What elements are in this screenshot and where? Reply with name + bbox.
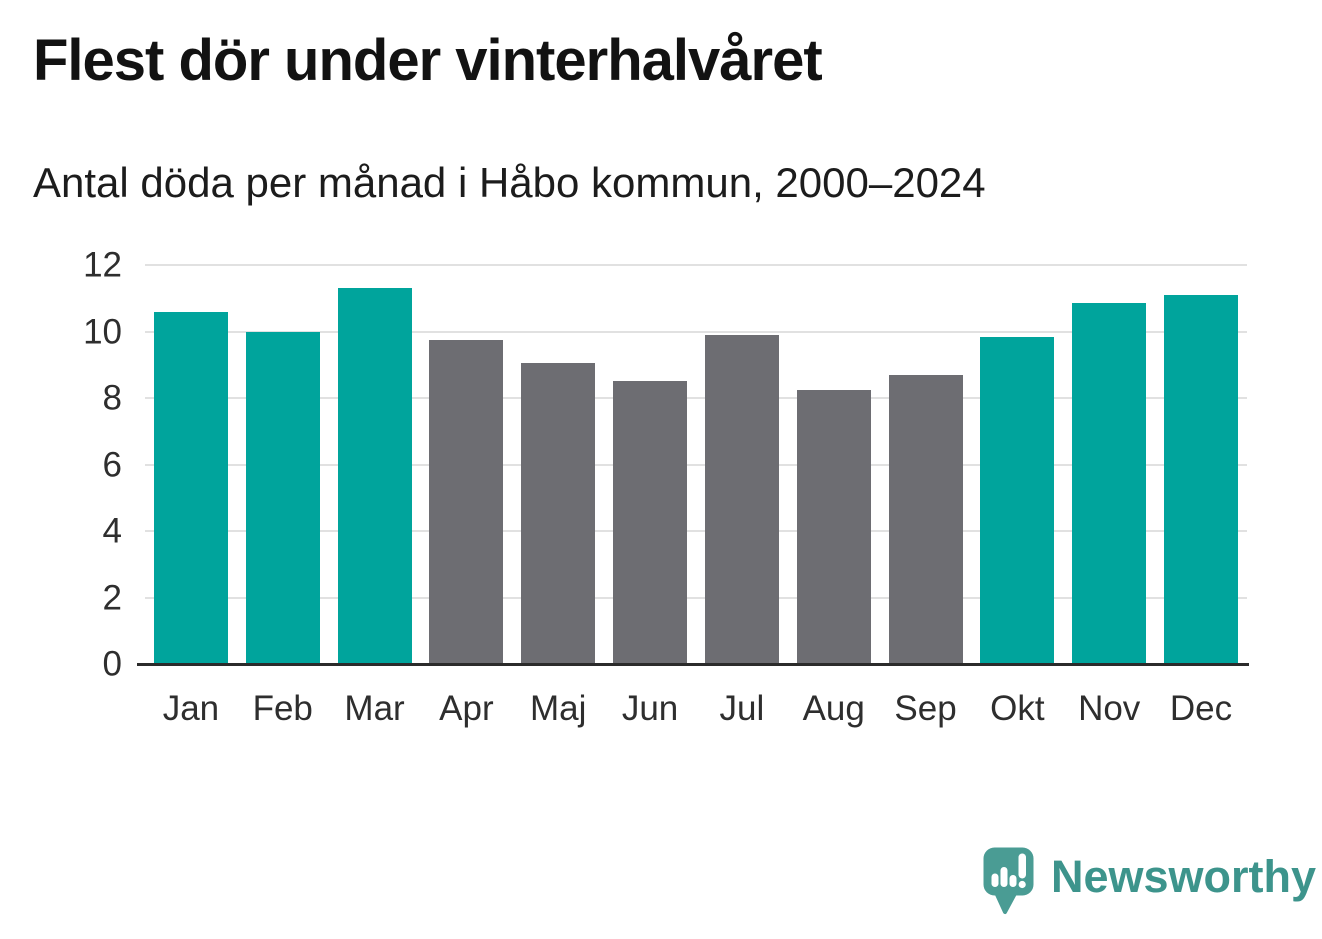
bar-slot-aug [788, 265, 880, 664]
gridline-8 [145, 397, 1247, 400]
y-tick-4: 4 [102, 511, 122, 551]
gridline-6 [145, 463, 1247, 466]
bar-sep [888, 374, 963, 664]
gridline-2 [145, 596, 1247, 599]
bar-jun [613, 381, 688, 664]
x-label-nov: Nov [1078, 689, 1141, 728]
bar-slot-feb [237, 265, 329, 664]
newsworthy-logo-icon [983, 847, 1034, 914]
newsworthy-logo: Newsworthy [983, 847, 1316, 920]
bar-slot-maj [512, 265, 604, 664]
bar-jul [704, 334, 779, 664]
bar-slot-jul [696, 265, 788, 664]
bar-maj [521, 363, 596, 664]
x-label-feb: Feb [252, 689, 313, 728]
plot-area [137, 264, 1249, 666]
bars [145, 265, 1247, 664]
y-tick-8: 8 [102, 378, 122, 418]
bar-feb [245, 331, 320, 664]
y-tick-12: 12 [83, 245, 122, 285]
y-tick-0: 0 [102, 644, 122, 684]
bar-aug [796, 389, 871, 664]
x-label-aug: Aug [802, 689, 865, 728]
bar-slot-sep [880, 265, 972, 664]
bar-slot-jun [604, 265, 696, 664]
bar-dec [1164, 294, 1239, 664]
x-label-jul: Jul [719, 689, 765, 728]
bar-slot-mar [329, 265, 421, 664]
y-tick-6: 6 [102, 445, 122, 484]
x-label-mar: Mar [344, 689, 405, 728]
y-tick-10: 10 [83, 312, 122, 351]
bar-mar [337, 288, 412, 664]
bar-nov [1072, 303, 1147, 664]
bar-slot-jan [145, 265, 237, 664]
chart-title: Flest dör under vinterhalvåret [33, 28, 823, 93]
bar-slot-okt [971, 265, 1063, 664]
gridline-4 [145, 530, 1247, 533]
bar-jan [153, 311, 228, 664]
x-axis-labels: Jan Feb Mar Apr Maj Jun Jul Aug Sep Okt Nov Dec [145, 688, 1247, 730]
x-label-jan: Jan [162, 689, 220, 728]
bar-slot-apr [420, 265, 512, 664]
x-label-dec: Dec [1169, 689, 1233, 728]
y-axis: 0 2 4 6 8 10 12 [0, 248, 122, 682]
x-label-jun: Jun [621, 689, 679, 728]
bar-apr [429, 339, 504, 664]
x-label-apr: Apr [439, 689, 494, 728]
x-axis-line [137, 663, 1249, 666]
y-tick-2: 2 [102, 578, 122, 618]
bar-slot-nov [1063, 265, 1155, 664]
newsworthy-logo-text: Newsworthy [1051, 851, 1317, 902]
x-label-maj: Maj [530, 689, 587, 728]
chart-subtitle: Antal döda per månad i Håbo kommun, 2000… [33, 159, 986, 206]
bar-okt [980, 336, 1055, 664]
bar-slot-dec [1155, 265, 1247, 664]
x-label-sep: Sep [894, 689, 957, 728]
x-label-okt: Okt [990, 689, 1045, 728]
gridlines [145, 264, 1247, 664]
gridline-12 [145, 264, 1247, 266]
gridline-10 [145, 330, 1247, 333]
